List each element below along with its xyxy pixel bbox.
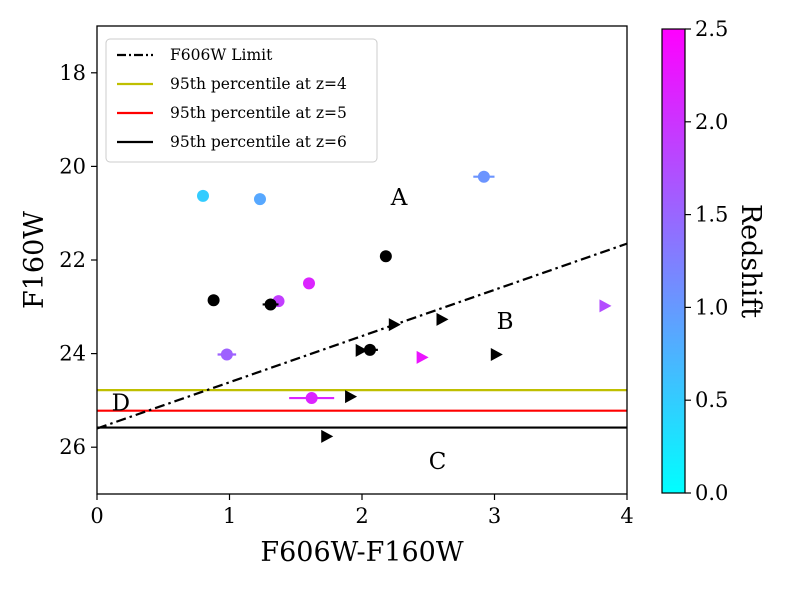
legend-box: [105, 38, 378, 163]
data-point-black: [207, 294, 220, 307]
data-point-redshift: [253, 193, 266, 206]
colorbar-tick-label: 0.5: [695, 388, 728, 412]
legend-label-z6: 95th percentile at z=6: [170, 133, 347, 151]
colorbar-label: Redshift: [735, 204, 766, 318]
x-tick-label: 1: [223, 504, 236, 528]
region-label-d: D: [112, 391, 130, 417]
y-tick-label: 18: [59, 61, 86, 85]
colorbar-tick-label: 2.5: [695, 17, 728, 41]
data-point-redshift: [477, 170, 490, 183]
y-tick-label: 24: [59, 342, 86, 366]
data-point-black: [264, 298, 277, 311]
lower-limit-marker-black: [490, 348, 503, 362]
lower-limit-marker-black: [436, 312, 449, 326]
data-point-redshift: [220, 348, 233, 361]
colorbar-tick-label: 2.0: [695, 110, 728, 134]
lower-limit-marker-black: [345, 390, 358, 404]
legend: F606W Limit 95th percentile at z=4 95th …: [105, 38, 378, 163]
data-point-redshift: [303, 277, 315, 290]
lower-limit-marker-redshift: [599, 299, 612, 313]
region-label-a: A: [390, 185, 408, 211]
legend-label-z5: 95th percentile at z=5: [170, 104, 347, 122]
data-point-black: [363, 343, 376, 356]
y-axis-label: F160W: [19, 211, 50, 309]
legend-label-z4: 95th percentile at z=4: [170, 75, 347, 93]
colorbar-tick-label: 0.0: [695, 481, 728, 505]
region-label-c: C: [429, 449, 447, 475]
data-point-black: [379, 250, 392, 263]
x-axis-label: F606W-F160W: [260, 537, 463, 568]
colorbar: [661, 28, 686, 494]
y-tick-label: 22: [59, 248, 86, 272]
data-point-redshift: [197, 189, 209, 202]
y-tick-label: 26: [59, 435, 86, 459]
x-tick-label: 0: [90, 504, 103, 528]
f606w-limit-line: [97, 242, 627, 430]
lower-limit-marker-black: [355, 343, 368, 357]
colorbar-tick-label: 1.0: [695, 295, 728, 319]
x-tick-label: 2: [355, 504, 368, 528]
lower-limit-marker-black: [321, 429, 334, 443]
legend-label-limit: F606W Limit: [170, 46, 273, 64]
data-point-redshift: [305, 392, 318, 405]
region-label-b: B: [497, 309, 514, 335]
lower-limit-marker-redshift: [416, 350, 429, 364]
colorbar-tick-label: 1.5: [695, 203, 728, 227]
x-tick-label: 4: [620, 504, 633, 528]
y-tick-label: 20: [59, 154, 86, 178]
x-tick-label: 3: [488, 504, 501, 528]
lower-limit-marker-black: [388, 318, 401, 332]
